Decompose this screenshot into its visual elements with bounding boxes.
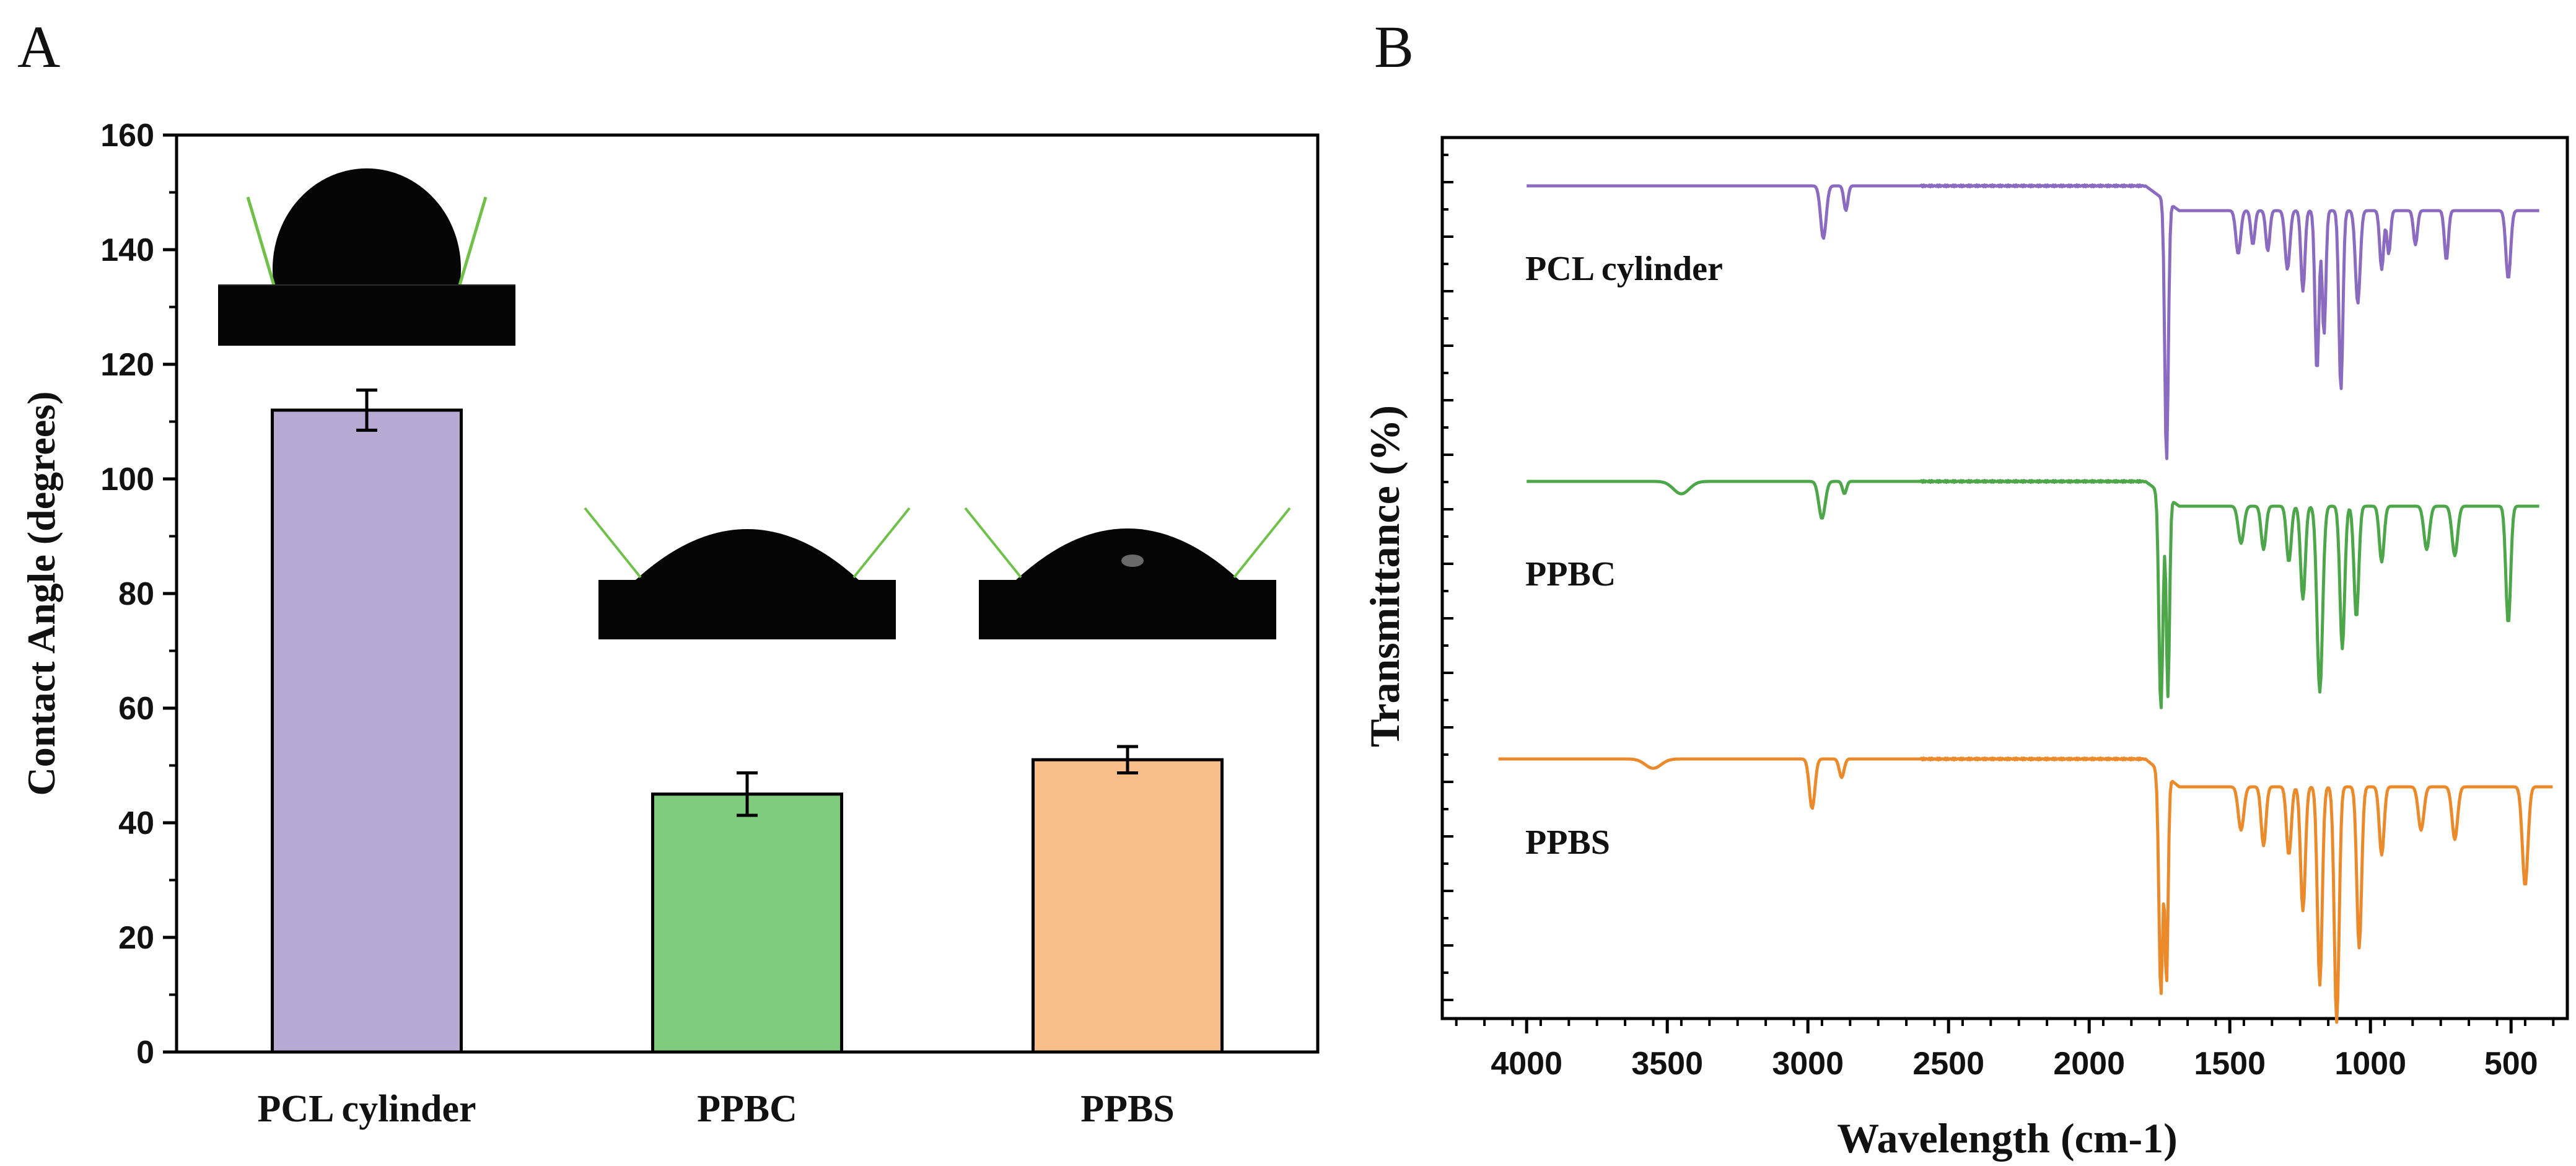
- y-tick-label: 120: [100, 347, 154, 383]
- y-tick-label: 160: [100, 118, 154, 154]
- y-tick-label: 60: [118, 691, 154, 727]
- y-tick-label: 140: [100, 232, 154, 268]
- y-axis-ticks-b: [1442, 154, 1453, 1001]
- category-label: PPBC: [697, 1088, 797, 1130]
- panel-letter-b: B: [1374, 14, 1414, 80]
- bars: [271, 388, 1224, 1054]
- panel-letter-a: A: [17, 14, 60, 80]
- x-tick-label: 2500: [1912, 1046, 1984, 1082]
- bar: [271, 408, 463, 1054]
- ftir-chart: 4000 3500 3000 2500 2000 1500 1000 500 PCL cyli…: [1361, 136, 2569, 1162]
- spectrum-line: [1526, 183, 2540, 460]
- category-labels: PCL cylinder PPBC PPBS: [257, 1088, 1174, 1130]
- y-axis-title: Contact Angle (degrees): [19, 392, 63, 796]
- x-tick-label: 500: [2484, 1046, 2538, 1082]
- category-label: PCL cylinder: [257, 1088, 476, 1130]
- spectrum-line: [1526, 479, 2540, 709]
- droplet-inset: [964, 507, 1291, 639]
- series-labels: PCL cylinder PPBC PPBS: [1525, 250, 1723, 862]
- x-tick-label: 1000: [2334, 1046, 2406, 1082]
- series-label: PPBS: [1525, 823, 1610, 862]
- y-tick-label: 100: [100, 462, 154, 498]
- y-axis-ticks: 0 20 40 60 80 100 120 140 160: [100, 118, 177, 1071]
- category-label: PPBS: [1080, 1088, 1175, 1130]
- x-tick-label: 3500: [1631, 1046, 1703, 1082]
- x-tick-label: 2000: [2053, 1046, 2125, 1082]
- bar: [651, 792, 843, 1054]
- y-tick-label: 0: [136, 1035, 154, 1071]
- y-tick-label: 80: [118, 576, 154, 612]
- y-tick-label: 20: [118, 920, 154, 956]
- x-axis-title-b: Wavelength (cm-1): [1837, 1115, 2178, 1162]
- x-tick-label: 3000: [1772, 1046, 1844, 1082]
- series-label: PPBC: [1525, 555, 1616, 594]
- droplet-insets: [218, 168, 1291, 639]
- series-label: PCL cylinder: [1525, 250, 1723, 288]
- y-axis-title-b: Transmittance (%): [1361, 405, 1408, 747]
- spectrum-line: [1498, 756, 2554, 1024]
- contact-angle-chart: 0 20 40 60 80 100 120 140 160 PCL cylinder PPBC PP…: [19, 118, 1320, 1130]
- spectra: [1498, 183, 2554, 1024]
- droplet-inset: [584, 507, 911, 639]
- plot-frame-b: [1440, 136, 2569, 1020]
- x-tick-label: 1500: [2194, 1046, 2266, 1082]
- x-tick-label: 4000: [1491, 1046, 1562, 1082]
- droplet-inset: [218, 168, 515, 346]
- x-axis-ticks-b: 4000 3500 3000 2500 2000 1500 1000 500: [1455, 1019, 2555, 1082]
- y-tick-label: 40: [118, 805, 154, 841]
- bar: [1032, 758, 1224, 1054]
